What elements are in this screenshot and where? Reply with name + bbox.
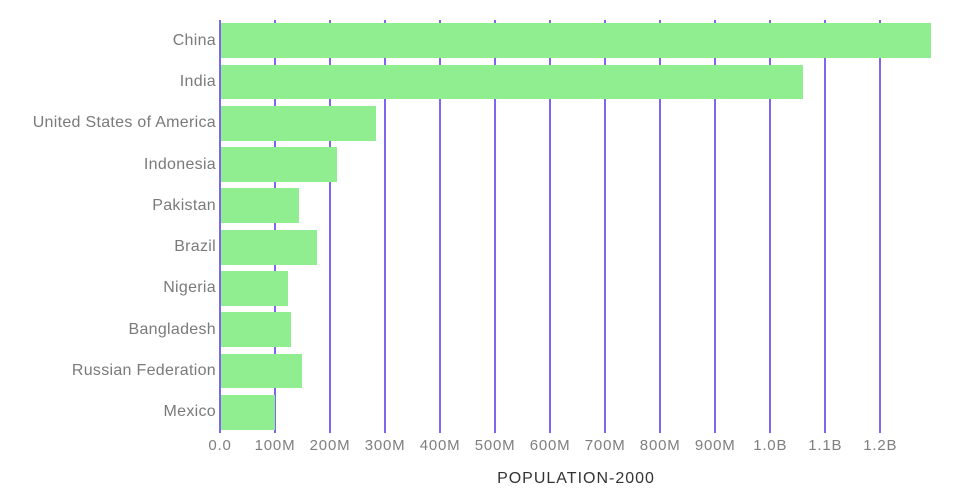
y-axis-label: Pakistan xyxy=(152,196,216,214)
y-axis-label: Brazil xyxy=(174,238,216,256)
bar-nigeria xyxy=(221,271,289,306)
bar-mexico xyxy=(221,394,276,430)
y-axis-label: United States of America xyxy=(32,114,216,132)
x-axis-tick-label: 300M xyxy=(364,437,406,454)
gridline xyxy=(384,20,387,433)
gridline xyxy=(824,20,827,433)
gridline xyxy=(274,20,277,433)
gridline xyxy=(494,20,497,433)
bar-indonesia xyxy=(221,147,338,182)
gridline xyxy=(439,20,442,433)
bar-united-states-of-america xyxy=(221,105,377,141)
x-axis-tick-label: 400M xyxy=(419,437,461,454)
y-axis-label: India xyxy=(179,72,216,90)
gridline xyxy=(604,20,607,433)
bar-brazil xyxy=(221,229,318,265)
plot-area xyxy=(219,20,932,433)
gridline xyxy=(659,20,662,433)
x-axis-tick-label: 700M xyxy=(584,437,626,454)
gridline xyxy=(219,20,221,433)
gridline xyxy=(549,20,552,433)
x-axis-tick-label: 500M xyxy=(474,437,516,454)
bar-india xyxy=(221,64,803,100)
gridline xyxy=(714,20,717,433)
bar-bangladesh xyxy=(221,312,291,348)
y-axis-label: Indonesia xyxy=(143,155,216,173)
y-axis-label: Bangladesh xyxy=(128,320,216,338)
x-axis-tick-label: 200M xyxy=(309,437,351,454)
gridline xyxy=(879,20,882,433)
x-axis-title: POPULATION-2000 xyxy=(497,470,655,487)
y-axis-label: Mexico xyxy=(163,403,216,421)
x-axis-tick-label: 900M xyxy=(694,437,736,454)
gridline xyxy=(329,20,332,433)
x-axis-tick-label: 1.0B xyxy=(753,437,788,454)
bar-russian-federation xyxy=(221,353,302,389)
x-axis-tick-label: 1.1B xyxy=(808,437,843,454)
x-axis-tick-label: 100M xyxy=(254,437,296,454)
x-axis-tick-label: 1.2B xyxy=(863,437,898,454)
bar-china xyxy=(221,23,931,59)
y-axis-label: Nigeria xyxy=(163,279,216,297)
gridline xyxy=(769,20,772,433)
bar-pakistan xyxy=(221,188,300,224)
y-axis-label: China xyxy=(172,31,216,49)
x-axis-tick-label: 600M xyxy=(529,437,571,454)
x-axis-tick-label: 800M xyxy=(639,437,681,454)
x-axis-tick-label: 0.0 xyxy=(208,437,232,454)
y-axis-label: Russian Federation xyxy=(71,362,216,380)
